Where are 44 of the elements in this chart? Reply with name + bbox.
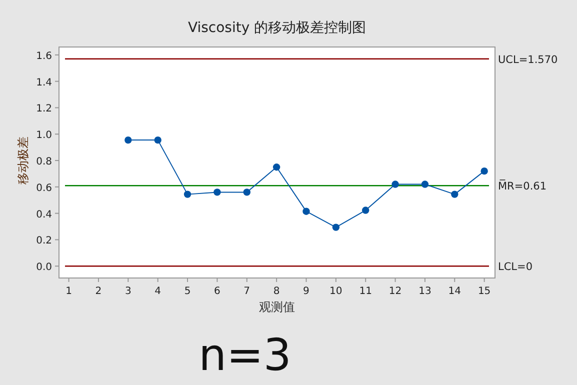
point [362,206,370,214]
x-tick-label: 5 [184,286,191,297]
x-tick-label: 4 [154,286,162,297]
x-tick-label: 12 [388,286,402,297]
y-axis-title: 移动极差 [16,136,30,185]
y-tick-label: 0.2 [36,236,52,247]
point [243,188,250,196]
y-tick-label: 1.6 [36,50,52,62]
point [392,180,399,188]
y-tick-label: 1.2 [36,104,52,115]
x-tick-label: 11 [359,286,372,297]
point [154,136,162,144]
ref-line-label: UCL=1.570 [498,54,558,66]
point [124,136,132,144]
text: n=3 [198,330,292,381]
y-tick-label: 0.8 [36,156,52,168]
point [272,164,280,171]
x-tick-label: 7 [244,286,250,297]
y-tick-label: 1.4 [36,77,52,88]
y-tick-label: 0.4 [36,209,52,220]
x-tick-label: 14 [448,286,461,297]
point [480,167,488,175]
point [184,190,192,198]
ref-line-label: M̅R=0.61 [498,180,547,193]
point [332,224,340,231]
point [451,190,458,198]
y-tick-label: 0.6 [36,182,52,194]
y-tick-label: 0.0 [36,262,52,274]
point [214,188,221,196]
x-axis-title: 观测值 [259,300,295,314]
x-tick-label: 6 [214,286,220,297]
x-tick-label: 8 [273,286,280,297]
x-tick-label: 9 [303,286,310,297]
x-tick-label: 15 [478,286,491,297]
point [302,208,310,215]
point [421,180,429,188]
ref-line-label: LCL=0 [498,261,533,274]
x-tick-label: 10 [330,286,342,297]
x-tick-label: 3 [124,286,132,297]
x-tick-label: 2 [95,286,102,297]
chart-title: Viscosity 的移动极差控制图 [188,20,366,36]
x-tick-label: 13 [418,286,432,297]
y-tick-label: 1.0 [36,130,52,142]
x-tick-label: 1 [66,286,72,297]
